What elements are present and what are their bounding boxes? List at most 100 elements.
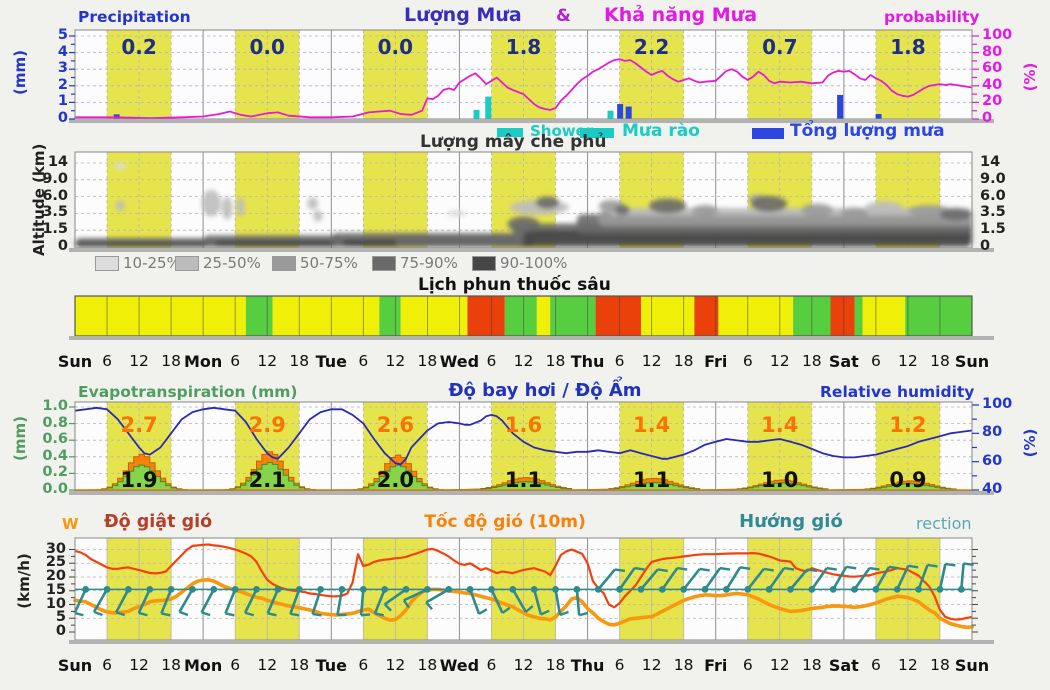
x-axis-label: 18 <box>289 656 310 674</box>
wind-barbs <box>73 562 974 617</box>
evapo-ytick: 0.8 <box>42 414 68 431</box>
cloud-legend-swatch <box>175 256 199 271</box>
evapo-day-total: 1.4 <box>633 413 670 437</box>
x-axis-label: 6 <box>870 656 881 674</box>
precip-ytick: 3 <box>57 60 68 77</box>
spray-segment-suitable <box>379 296 401 336</box>
precip-unit-left: (mm) <box>11 50 29 95</box>
evapo-day-total: 1.4 <box>761 413 798 437</box>
evapo-unit-left: (mm) <box>11 416 29 461</box>
evapo-unit-right: (%) <box>1021 428 1039 458</box>
precip-day-total: 0.0 <box>378 35 413 59</box>
speed-line <box>73 578 974 630</box>
x-axis-label: 12 <box>257 656 278 674</box>
wind-ytick: 15 <box>45 581 66 598</box>
spray-segment-unsuitable <box>595 296 641 336</box>
wind-speed-title: Tốc độ gió (10m) <box>424 512 586 532</box>
x-axis-label: 6 <box>358 656 369 674</box>
x-axis-label: 18 <box>417 656 438 674</box>
wind-unit-label: (km/h) <box>15 553 33 609</box>
spray-title: Lịch phun thuốc sâu <box>418 275 611 295</box>
x-axis-label: 6 <box>358 352 369 370</box>
legend-label: Shower <box>530 122 594 140</box>
prob-ytick: 0 <box>982 110 993 126</box>
humidity-ytick: 60 <box>982 452 1003 469</box>
wind-dir-title: Hướng gió <box>739 511 843 532</box>
prob-ytick: 40 <box>982 76 1003 93</box>
x-axis-label: 18 <box>801 352 822 370</box>
spray-segment-caution <box>640 296 695 336</box>
rain-bar <box>473 109 480 119</box>
prob-ytick: 100 <box>982 27 1013 43</box>
humidity-title-en: Relative humidity <box>820 383 975 401</box>
gust-line <box>74 543 973 621</box>
spray-segment-caution <box>75 296 246 336</box>
prob-ytick: 60 <box>982 60 1003 77</box>
spray-segment-suitable <box>245 296 273 336</box>
x-axis-label: 12 <box>385 352 406 370</box>
precip-ytick: 4 <box>57 43 68 60</box>
evapo-day-total: 2.9 <box>249 413 286 437</box>
evapo-day-total: 1.6 <box>505 413 542 437</box>
precip-day-total: 0.7 <box>762 35 797 59</box>
spray-segment-suitable <box>550 296 596 336</box>
x-axis-label: Sun <box>954 352 990 371</box>
cloud-legend-label: 10-25% <box>123 254 181 272</box>
spray-segment-caution <box>718 296 794 336</box>
evapo-day-ref: 2.0 <box>377 468 414 492</box>
x-axis-label: Sat <box>828 656 859 675</box>
x-axis-label: Wed <box>439 352 480 371</box>
spray-segment-caution <box>272 296 380 336</box>
precip-title-vi: Lượng Mưa <box>404 4 522 26</box>
wind-ytick: 0 <box>55 623 66 639</box>
x-axis-label: 6 <box>742 352 753 370</box>
spray-segment-caution <box>862 296 906 336</box>
humidity-ytick: 40 <box>982 481 1003 497</box>
legend-label: Tổng lượng mưa <box>790 121 945 141</box>
x-axis-label: 18 <box>801 656 822 674</box>
probability-title-vi: Khả năng Mưa <box>604 4 758 26</box>
evapo-day-ref: 0.9 <box>889 468 926 492</box>
spray-segment-suitable <box>854 296 863 336</box>
evapo-day-total: 2.7 <box>120 413 157 437</box>
alt-ytick-left: 9.0 <box>42 170 68 187</box>
evapo-day-ref: 1.0 <box>761 468 798 492</box>
x-axis-label: 12 <box>513 352 534 370</box>
spray-segment-unsuitable <box>830 296 855 336</box>
x-axis-label: 18 <box>545 352 566 370</box>
cloud-legend-label: 90-100% <box>500 254 568 272</box>
evapo-day-total: 1.2 <box>889 413 926 437</box>
gust-title: Độ giật gió <box>104 512 213 532</box>
alt-ytick-left: 6.0 <box>42 187 68 204</box>
rain-bar <box>617 104 624 119</box>
x-axis-label: Sun <box>57 656 93 675</box>
alt-ytick-left: 0 <box>57 238 68 254</box>
humidity-ytick: 80 <box>982 424 1003 441</box>
wind-w-label: W <box>62 515 79 533</box>
cloud-legend-swatch <box>272 256 296 271</box>
x-axis-label: 6 <box>614 352 625 370</box>
evapo-ytick: 0.0 <box>42 481 68 497</box>
x-axis-label: 6 <box>486 352 497 370</box>
x-axis-label: 18 <box>673 352 694 370</box>
cloud-title: Lượng mây che phủ <box>420 132 607 152</box>
cloud-panel <box>69 151 994 252</box>
alt-ytick-right: 14 <box>980 154 1001 170</box>
x-axis-label: 12 <box>898 656 918 674</box>
x-axis-label: Sun <box>954 656 990 675</box>
prob-ytick: 80 <box>982 43 1003 60</box>
x-axis-label: Sat <box>828 352 859 371</box>
x-axis-label: 6 <box>102 656 112 674</box>
x-axis-label: 18 <box>930 352 950 370</box>
alt-ytick-right: 1.5 <box>980 221 1006 238</box>
wind-panel <box>69 537 994 644</box>
cloud-shapes <box>75 163 972 247</box>
x-axis-label: 18 <box>673 656 694 674</box>
evapo-ytick: 0.4 <box>42 447 68 464</box>
cloud-legend-swatch <box>472 256 496 271</box>
alt-ytick-left: 1.5 <box>42 221 68 238</box>
alt-ytick-left: 3.5 <box>42 204 68 221</box>
x-axis-label: 6 <box>614 656 625 674</box>
